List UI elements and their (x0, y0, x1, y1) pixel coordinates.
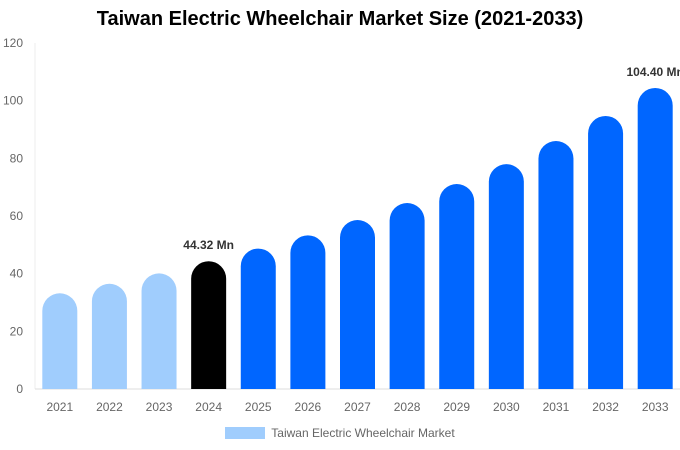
bar-2022 (91, 283, 127, 389)
data-label-2033: 104.40 Mn (627, 65, 680, 79)
x-tick-label: 2030 (493, 400, 520, 414)
bar-2023 (141, 273, 177, 389)
y-tick-label: 0 (16, 382, 23, 396)
x-tick-label: 2026 (295, 400, 322, 414)
bar-2026 (290, 235, 326, 389)
x-tick-label: 2029 (443, 400, 470, 414)
data-label-2024: 44.32 Mn (183, 238, 234, 252)
x-tick-label: 2025 (245, 400, 272, 414)
x-tick-label: 2027 (344, 400, 371, 414)
y-tick-label: 40 (10, 267, 24, 281)
x-tick-label: 2024 (195, 400, 222, 414)
legend-label: Taiwan Electric Wheelchair Market (271, 426, 455, 440)
bar-2032 (588, 115, 624, 389)
legend-swatch (225, 427, 266, 439)
x-tick-label: 2022 (96, 400, 123, 414)
x-tick-label: 2033 (642, 400, 669, 414)
legend: Taiwan Electric Wheelchair Market (0, 426, 680, 440)
y-tick-label: 20 (10, 324, 24, 338)
x-tick-label: 2028 (394, 400, 421, 414)
bar-2021 (42, 293, 78, 389)
bar-2027 (340, 220, 375, 389)
x-tick-label: 2031 (543, 400, 570, 414)
bar-2024 (191, 261, 227, 389)
x-tick-label: 2032 (592, 400, 619, 414)
bar-2029 (439, 183, 475, 389)
bar-2025 (240, 248, 276, 389)
bar-2031 (538, 141, 574, 389)
x-tick-label: 2023 (146, 400, 173, 414)
y-tick-label: 80 (10, 151, 24, 165)
x-tick-label: 2021 (46, 400, 73, 414)
y-tick-label: 120 (3, 36, 23, 50)
y-tick-label: 100 (3, 94, 23, 108)
bar-2028 (389, 203, 425, 389)
y-tick-label: 60 (10, 209, 24, 223)
chart-title: Taiwan Electric Wheelchair Market Size (… (96, 8, 584, 30)
bar-2030 (488, 164, 524, 389)
bar-2033 (637, 87, 673, 389)
